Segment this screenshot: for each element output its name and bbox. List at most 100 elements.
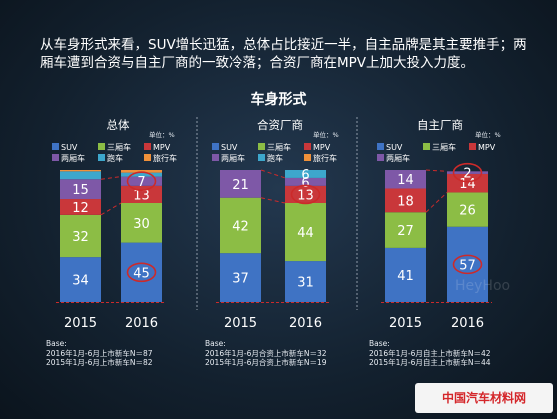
bar-domestic-2016-三厢车: [447, 192, 488, 227]
unit-label-overall: 单位：%: [149, 130, 175, 139]
data-label-jv-2016-2: 13: [297, 188, 314, 203]
connector-jv-1: [260, 197, 286, 204]
data-label-overall-2015-1: 32: [72, 230, 89, 245]
legend-swatch-jv-3: [212, 154, 219, 161]
legend-label-jv-2: MPV: [313, 143, 331, 152]
bar-overall-2016-旅行车: [121, 170, 162, 173]
connector-overall-1: [100, 202, 122, 216]
legend-label-domestic-2: MPV: [478, 143, 496, 152]
legend-swatch-jv-5: [304, 154, 311, 161]
panel-title-domestic: 自主厂商: [417, 118, 463, 132]
bar-jv-2016-三厢车: [285, 203, 326, 262]
data-label-jv-2015-3: 21: [232, 178, 249, 193]
data-label-jv-2016-4: 6: [301, 168, 309, 183]
bar-domestic-2015-SUV: [385, 247, 426, 302]
x-tick-jv-2015: 2015: [224, 316, 257, 331]
legend-label-domestic-1: 三厢车: [432, 142, 456, 152]
data-label-overall-2015-3: 15: [72, 183, 89, 198]
x-tick-domestic-2016: 2016: [451, 316, 484, 331]
bar-overall-2015-三厢车: [60, 214, 101, 258]
legend-label-domestic-3: 两厢车: [386, 153, 410, 163]
legend-swatch-jv-4: [258, 154, 265, 161]
legend-swatch-overall-4: [98, 154, 105, 161]
legend-swatch-overall-0: [52, 143, 59, 150]
data-label-jv-2016-3: 6: [301, 176, 309, 191]
data-label-overall-2016-0: 45: [133, 266, 150, 281]
base-note-domestic: Base: 2016年1月-6月自主上市新车N＝42 2015年1月-6月自主上市新…: [369, 339, 491, 367]
data-label-domestic-2015-1: 27: [397, 224, 414, 239]
legend-label-overall-4: 跑车: [107, 153, 123, 163]
legend-swatch-domestic-0: [377, 143, 384, 150]
connector-overall-3: [100, 176, 122, 180]
bar-jv-2016-SUV: [285, 261, 326, 302]
bar-domestic-2016-两厢车: [447, 171, 488, 174]
legend-swatch-overall-1: [98, 143, 105, 150]
chart-title: 车身形式: [250, 92, 307, 108]
base-note-overall: Base: 2016年1月-6月上市新车N＝87 2015年1月-6月上市新车N＝8…: [46, 339, 153, 367]
bar-overall-2016-两厢车: [121, 176, 162, 186]
legend-swatch-overall-2: [144, 143, 151, 150]
data-label-domestic-2016-0: 57: [459, 258, 476, 273]
data-label-jv-2015-0: 37: [232, 272, 249, 287]
highlight-circle-domestic-0: [452, 254, 483, 275]
data-label-jv-2016-1: 44: [297, 226, 314, 241]
watermark: HeyHoo: [455, 278, 511, 294]
bar-overall-2015-旅行车: [60, 170, 101, 172]
legend-label-overall-2: MPV: [153, 143, 171, 152]
bar-domestic-2015-三厢车: [385, 212, 426, 248]
data-label-overall-2016-2: 13: [133, 188, 150, 203]
legend-swatch-domestic-2: [469, 143, 476, 150]
legend-label-overall-1: 三厢车: [107, 142, 131, 152]
data-label-jv-2016-0: 31: [297, 276, 314, 291]
x-tick-domestic-2015: 2015: [389, 316, 422, 331]
legend-label-jv-0: SUV: [221, 143, 238, 152]
bar-overall-2015-跑车: [60, 171, 101, 180]
data-label-domestic-2015-2: 18: [397, 194, 414, 209]
legend-swatch-jv-1: [258, 143, 265, 150]
bar-jv-2016-两厢车: [285, 177, 326, 186]
unit-label-jv: 单位：%: [313, 130, 339, 139]
panel-title-jv: 合资厂商: [257, 118, 303, 132]
highlight-circle-overall-0: [126, 262, 157, 283]
data-label-domestic-2016-1: 26: [459, 204, 476, 219]
highlight-circle-domestic-3: [452, 162, 483, 183]
legend-label-jv-4: 跑车: [267, 153, 283, 163]
data-label-overall-2015-0: 34: [72, 274, 89, 289]
bar-jv-2015-三厢车: [220, 197, 261, 254]
legend-label-jv-5: 旅行车: [313, 153, 337, 163]
connector-jv-3: [260, 169, 286, 179]
bar-jv-2016-跑车: [285, 170, 326, 178]
legend-label-jv-3: 两厢车: [221, 153, 245, 163]
data-label-domestic-2016-3: 2: [463, 167, 471, 182]
x-tick-jv-2016: 2016: [289, 316, 322, 331]
legend-label-overall-3: 两厢车: [61, 153, 85, 163]
legend-swatch-jv-2: [304, 143, 311, 150]
x-tick-overall-2015: 2015: [64, 316, 97, 331]
bar-overall-2015-MPV: [60, 199, 101, 215]
bar-overall-2016-MPV: [121, 185, 162, 203]
legend-swatch-overall-3: [52, 154, 59, 161]
bar-jv-2015-SUV: [220, 253, 261, 302]
data-label-jv-2015-1: 42: [232, 219, 249, 234]
data-label-domestic-2015-0: 41: [397, 269, 414, 284]
bar-jv-2016-MPV: [285, 185, 326, 203]
legend-swatch-domestic-3: [377, 154, 384, 161]
intro-text: 从车身形式来看，SUV增长迅猛，总体占比接近一半，自主品牌是其主要推手；两厢车遭…: [40, 37, 527, 71]
x-tick-overall-2016: 2016: [125, 316, 158, 331]
highlight-circle-jv-2: [290, 184, 321, 205]
data-label-overall-2016-3: 7: [137, 175, 145, 190]
bar-domestic-2015-MPV: [385, 188, 426, 213]
connector-domestic-3: [425, 169, 448, 172]
connector-domestic-1: [425, 192, 448, 213]
bar-overall-2015-SUV: [60, 257, 101, 302]
bar-jv-2015-两厢车: [220, 170, 261, 198]
data-label-overall-2015-2: 12: [72, 201, 89, 216]
bar-overall-2016-跑车: [121, 172, 162, 177]
unit-label-domestic: 单位：%: [475, 130, 501, 139]
legend-label-overall-0: SUV: [61, 143, 78, 152]
data-label-overall-2016-1: 30: [133, 217, 150, 232]
legend-swatch-overall-5: [144, 154, 151, 161]
legend-swatch-domestic-1: [423, 143, 430, 150]
